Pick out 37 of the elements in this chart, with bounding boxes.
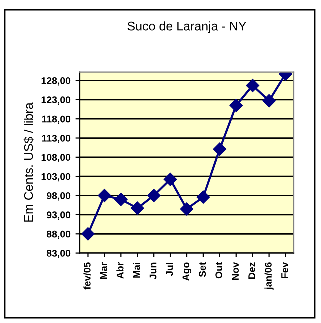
point [98,189,112,202]
point [114,193,128,206]
point [147,189,161,202]
y-tick-label: 93,00 [46,212,71,220]
x-tick-label: Ago [182,262,192,281]
x-tick-label: Jul [166,263,174,276]
x-tick-label: Jun [150,262,157,280]
point [230,99,243,112]
y-tick-label: 123,00 [42,96,71,105]
y-tick-label: 88,00 [46,230,71,240]
x-tick-label: Mai [133,263,140,278]
y-tick-label: 83,00 [46,250,71,258]
x-tick-label: jan/06 [264,262,274,290]
point [213,142,227,156]
y-tick-label: 98,00 [46,192,71,201]
point [262,94,276,108]
x-tick-label: Out [216,262,223,279]
x-tick-label: Nov [232,262,239,280]
y-axis-title: Em Cents. US$ / libra [24,102,34,222]
point [82,228,95,241]
y-tick-label: 113,00 [42,134,71,144]
y-tick-label: 118,00 [42,116,71,124]
y-tick-label: 108,00 [42,154,71,162]
y-tick-label: 103,00 [42,173,71,182]
x-tick-label: Set [199,262,206,278]
point [131,202,144,216]
point [196,190,210,204]
x-tick-label: Abr [116,262,124,279]
x-tick-label: fev/05 [84,262,91,290]
x-tick-label: Dez [248,262,256,279]
x-tick-label: Fev [282,262,288,278]
x-tick-label: Mar [100,262,108,279]
point [180,202,194,216]
point [246,79,260,92]
point [164,173,178,186]
y-tick-label: 128,00 [42,77,71,86]
chart-title: Suco de Laranja - NY [128,22,246,34]
